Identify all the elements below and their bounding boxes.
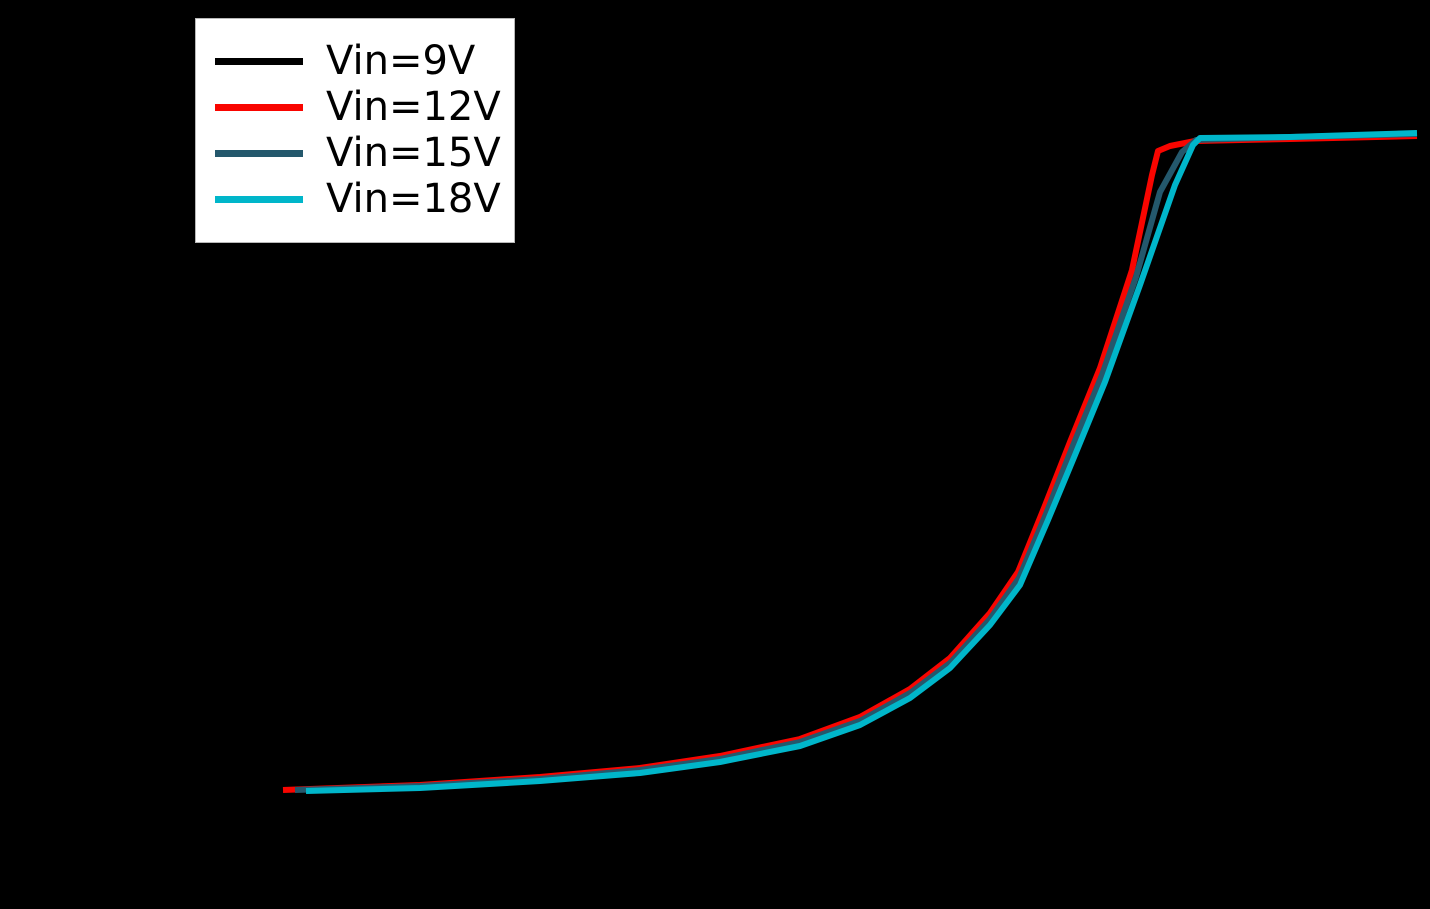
series-line-vin-18v bbox=[305, 130, 1418, 794]
legend-label-vin18: Vin=18V bbox=[326, 176, 501, 222]
legend-item-vin9: Vin=9V bbox=[196, 38, 514, 84]
legend-item-vin15: Vin=15V bbox=[196, 130, 514, 176]
legend-label-vin9: Vin=9V bbox=[326, 38, 476, 84]
legend-line-sample-vin9 bbox=[215, 57, 303, 65]
legend-line-sample-vin15 bbox=[215, 149, 303, 157]
legend: Vin=9V Vin=12V Vin=15V Vin=18V bbox=[195, 18, 515, 243]
legend-item-vin18: Vin=18V bbox=[196, 176, 514, 222]
legend-line-sample-vin18 bbox=[215, 195, 303, 203]
legend-label-vin12: Vin=12V bbox=[326, 84, 501, 130]
legend-label-vin15: Vin=15V bbox=[326, 130, 501, 176]
legend-line-sample-vin12 bbox=[215, 103, 303, 111]
legend-item-vin12: Vin=12V bbox=[196, 84, 514, 130]
